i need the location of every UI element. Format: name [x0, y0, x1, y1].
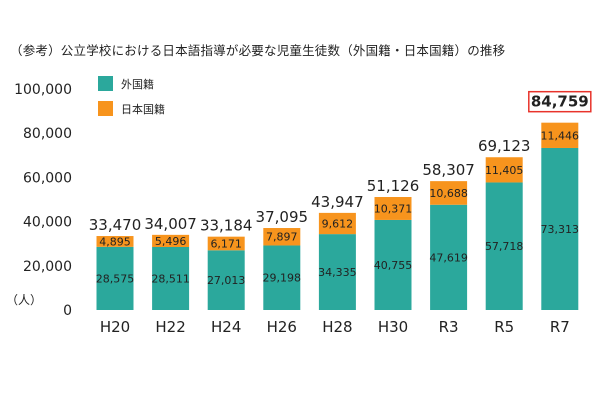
bar-label-foreign: 40,755	[374, 259, 413, 272]
x-tick-label: H22	[155, 318, 185, 336]
bar-japanese	[318, 212, 356, 235]
x-tick-label: H24	[211, 318, 241, 336]
x-tick-label: R3	[439, 318, 459, 336]
y-tick-label: 0	[63, 303, 72, 319]
bar-label-foreign: 28,575	[96, 272, 135, 285]
bar-label-japanese: 6,171	[210, 237, 242, 250]
total-label: 58,307	[422, 161, 475, 179]
legend-label-japanese: 日本国籍	[121, 102, 165, 116]
bar-label-foreign: 27,013	[207, 274, 246, 287]
total-label: 34,007	[144, 215, 197, 233]
bar-label-japanese: 7,897	[266, 231, 298, 244]
bar-label-foreign: 29,198	[263, 272, 302, 285]
x-tick-label: H20	[100, 318, 130, 336]
total-label: 33,184	[200, 217, 253, 235]
y-tick-label: 80,000	[23, 126, 72, 142]
bar-label-japanese: 4,895	[99, 235, 131, 248]
bar-japanese	[263, 228, 301, 246]
bar-foreign	[318, 234, 356, 310]
y-tick-label: 60,000	[23, 170, 72, 186]
bar-foreign	[374, 219, 412, 310]
y-tick-label: 40,000	[23, 215, 72, 231]
total-label: 84,759	[531, 93, 589, 111]
bar-japanese	[541, 122, 579, 148]
bar-label-foreign: 28,511	[151, 272, 190, 285]
bar-foreign	[541, 147, 579, 310]
chart-title: （参考）公立学校における日本語指導が必要な児童生徒数（外国籍・日本国籍）の推移	[10, 43, 506, 58]
bar-japanese	[96, 236, 134, 247]
total-label: 51,126	[367, 177, 420, 195]
bar-label-japanese: 11,405	[485, 164, 524, 177]
bar-label-foreign: 73,313	[541, 223, 580, 236]
bar-japanese	[207, 236, 245, 251]
bar-foreign	[263, 245, 301, 310]
x-tick-label: H26	[267, 318, 297, 336]
bar-foreign	[207, 250, 245, 310]
bar-japanese	[374, 197, 412, 220]
bar-label-foreign: 34,335	[318, 266, 357, 279]
legend-label-foreign: 外国籍	[121, 77, 154, 91]
bar-label-japanese: 10,371	[374, 202, 413, 215]
total-label: 69,123	[478, 137, 531, 155]
bar-label-japanese: 11,446	[541, 129, 580, 142]
bar-japanese	[485, 157, 523, 183]
x-tick-label: R5	[494, 318, 514, 336]
y-tick-label: 100,000	[14, 82, 72, 98]
legend-swatch-japanese	[98, 101, 113, 116]
total-label: 33,470	[89, 216, 142, 234]
total-label: 37,095	[256, 208, 309, 226]
bar-foreign	[152, 246, 190, 310]
total-highlight-box	[528, 90, 592, 113]
total-label: 43,947	[311, 193, 364, 211]
bar-foreign	[430, 204, 468, 310]
bar-label-japanese: 10,688	[429, 187, 468, 200]
bar-label-foreign: 47,619	[429, 251, 468, 264]
y-tick-label: 20,000	[23, 259, 72, 275]
bar-japanese	[152, 234, 190, 247]
bar-label-japanese: 9,612	[322, 217, 354, 230]
bar-foreign	[485, 182, 523, 310]
y-axis-unit: （人）	[6, 293, 42, 307]
x-tick-label: H30	[378, 318, 408, 336]
legend-swatch-foreign	[98, 76, 113, 91]
x-tick-label: R7	[550, 318, 570, 336]
bar-japanese	[430, 181, 468, 205]
bar-label-foreign: 57,718	[485, 240, 524, 253]
bar-label-japanese: 5,496	[155, 235, 187, 248]
bar-foreign	[96, 246, 134, 310]
x-tick-label: H28	[322, 318, 352, 336]
